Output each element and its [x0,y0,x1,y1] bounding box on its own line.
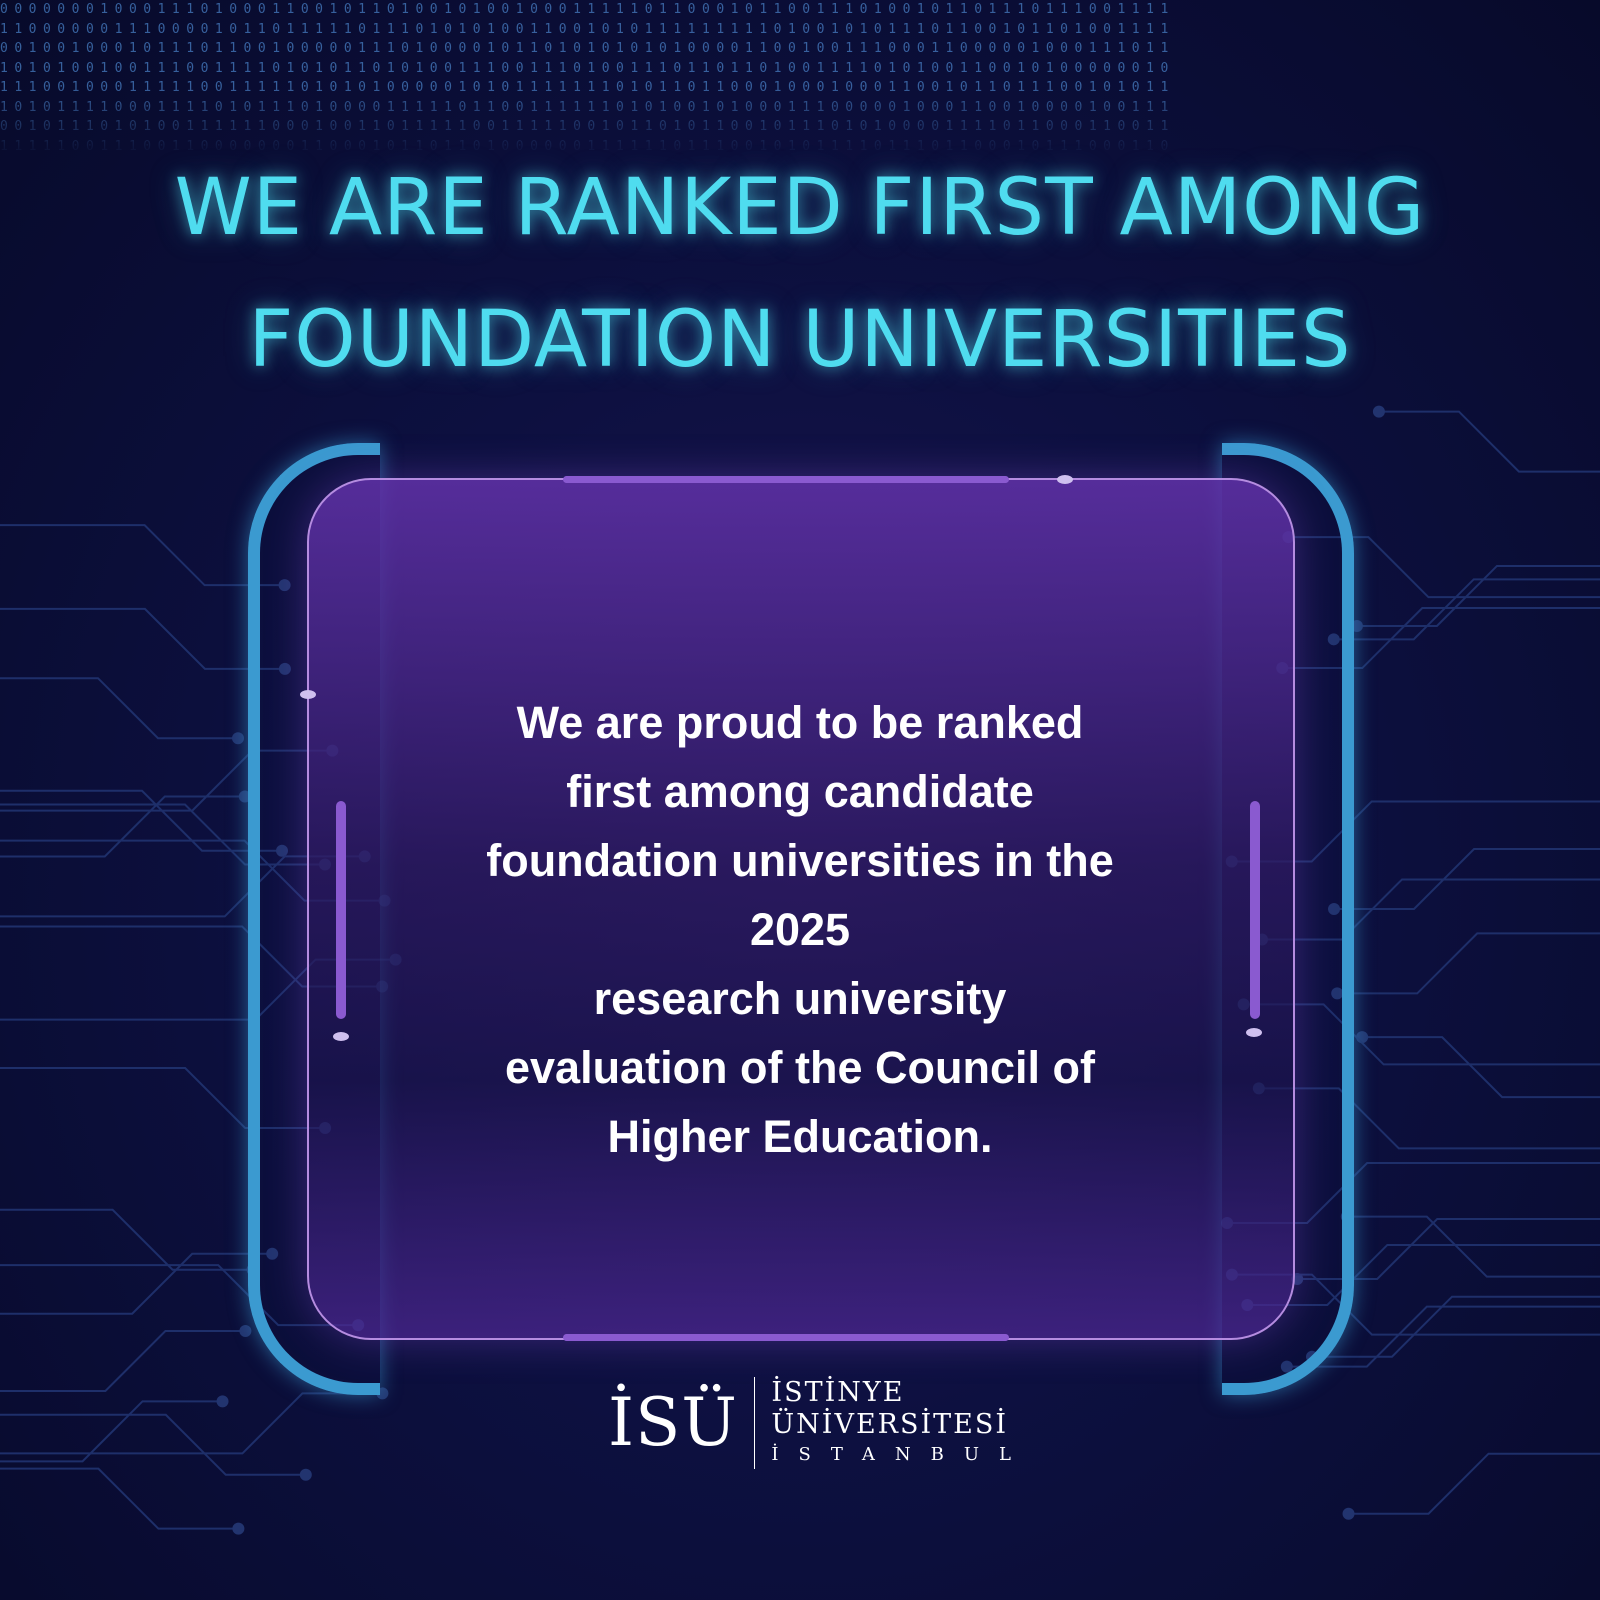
circuit-node [278,662,291,675]
circuit-trace [0,524,285,587]
circuit-node [276,844,289,857]
circuit-trace [1297,1217,1600,1280]
circuit-trace [0,1392,383,1455]
circuit-trace [1282,607,1600,670]
accent-dot [333,1032,349,1041]
circuit-trace [0,803,325,866]
message-line: 2025 [749,904,851,955]
logo-wordmark: İSTİNYE ÜNİVERSİTESİ İSTANBUL [771,1377,1031,1469]
circuit-node [1331,987,1344,1000]
circuit-trace [1262,878,1600,941]
circuit-trace [0,1252,273,1315]
circuit-trace [0,677,239,740]
circuit-trace [1346,1215,1600,1278]
circuit-trace [1378,410,1600,473]
circuit-trace [0,1208,253,1271]
message-line: Higher Education. [607,1111,993,1162]
circuit-trace [0,789,283,852]
circuit-trace [1348,1452,1600,1515]
card-right-accent [1250,801,1260,1019]
circuit-trace [0,749,333,812]
circuit-trace [1356,564,1600,627]
card-bottom-accent [563,1334,1009,1341]
circuit-trace [1333,578,1600,641]
circuit-node [232,1522,245,1535]
circuit-node [266,1247,279,1260]
circuit-trace [1258,1087,1600,1150]
circuit-trace [0,607,285,670]
logo-name-line-1: İSTİNYE [771,1376,905,1408]
headline-line-2: FOUNDATION UNIVERSITIES [248,295,1352,385]
circuit-node [278,579,291,592]
message-line: first among candidate [566,766,1034,817]
card-top-accent [563,476,1009,483]
circuit-trace [0,795,245,858]
circuit-trace [0,1400,223,1463]
circuit-trace [1337,932,1600,995]
headline-line-1: WE ARE RANKED FIRST AMONG [174,163,1426,253]
message-card [307,478,1295,1340]
accent-dot [1246,1028,1262,1037]
circuit-node [1356,1031,1369,1044]
circuit-trace [0,1467,239,1530]
circuit-node [1327,633,1340,646]
circuit-trace [1286,1305,1600,1368]
logo-city: İSTANBUL [771,1443,1031,1465]
logo-divider [753,1376,756,1469]
accent-dot [1057,475,1073,484]
accent-dot [300,690,316,699]
message-line: evaluation of the Council of [504,1042,1095,1093]
circuit-node [238,790,251,803]
binary-code-pattern: 0000000100011101000110010110100101001000… [0,2,1175,154]
circuit-trace [0,1066,326,1129]
circuit-node [239,1325,252,1338]
circuit-trace [0,1330,246,1393]
circuit-node [216,1395,229,1408]
circuit-node [232,732,245,745]
circuit-node [299,1468,312,1481]
logo-name-line-2: ÜNİVERSİTESİ [771,1408,1009,1440]
circuit-trace [1312,1295,1600,1358]
message-line: We are proud to be ranked [516,697,1084,748]
circuit-trace [0,1413,306,1476]
circuit-trace [1362,1036,1600,1099]
circuit-node [1328,902,1341,915]
university-logo: İSÜ İSTİNYE ÜNİVERSİTESİ İSTANBUL [608,1375,1031,1470]
logo-mark: İSÜ [608,1384,738,1461]
circuit-node [1342,1507,1355,1520]
message-line: foundation universities in the [486,835,1114,886]
message-text: We are proud to be ranked first among ca… [410,688,1190,1171]
circuit-node [1372,405,1385,418]
card-left-accent [336,801,346,1019]
message-line: research university [593,973,1007,1024]
